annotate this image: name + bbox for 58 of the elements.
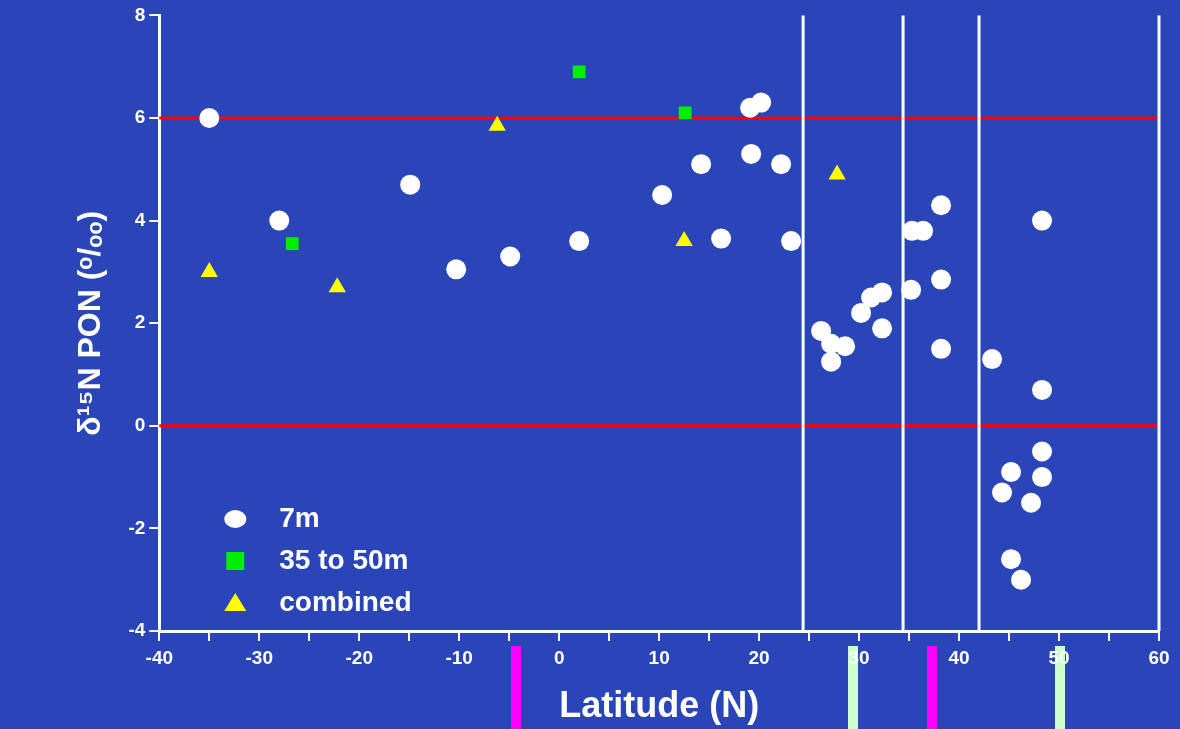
x-tick-label: -10 [445,646,473,668]
point [982,349,1003,370]
point [569,231,590,252]
y-tick-label: 8 [134,3,146,25]
x-tick-label: 40 [948,646,970,668]
point [285,237,299,251]
point [781,231,802,252]
point [1032,210,1053,231]
point [691,154,712,175]
x-tick-label: 60 [1148,646,1170,668]
point [835,336,856,357]
point [901,279,922,300]
point [931,338,952,359]
legend-label: 7m [279,501,320,533]
point [821,351,842,372]
point [1001,461,1022,482]
point [678,106,692,120]
x-tick-label: 20 [748,646,770,668]
y-tick-label: -4 [128,619,146,641]
x-tick-label: 50 [1048,646,1070,668]
x-tick-label: 0 [553,646,565,668]
point [199,108,220,128]
x-tick-label: -40 [145,646,174,668]
point [771,154,792,175]
y-tick-label: 4 [134,208,146,230]
x-tick-label: -30 [245,646,273,668]
y-tick-label: 0 [134,414,146,436]
y-tick-label: 2 [134,311,146,333]
point [811,320,832,341]
point [872,282,893,303]
x-tick-label: 10 [648,646,670,668]
point [269,210,290,231]
legend-label: combined [279,585,412,617]
y-tick-label: -2 [128,516,146,538]
point [751,92,772,113]
point [1021,492,1042,513]
point [446,259,467,280]
point [931,195,952,216]
point [741,143,762,164]
point [992,482,1013,503]
legend-label: 35 to 50m [279,543,409,575]
point [1032,441,1053,462]
x-tick-label: -20 [345,646,373,668]
point [872,318,893,339]
y-axis-title: δ¹⁵N PON (ᵒ/ₒₒ) [71,210,108,436]
y-tick-label: 6 [134,106,146,128]
point [500,246,521,267]
point [851,302,872,323]
point [1032,379,1053,400]
x-axis-title: Latitude (N) [559,684,760,726]
point [711,228,732,249]
point [1001,549,1022,570]
point [652,184,673,205]
point [572,65,586,79]
point [931,269,952,290]
point [1011,569,1032,590]
point [400,174,421,195]
point [1032,467,1053,488]
